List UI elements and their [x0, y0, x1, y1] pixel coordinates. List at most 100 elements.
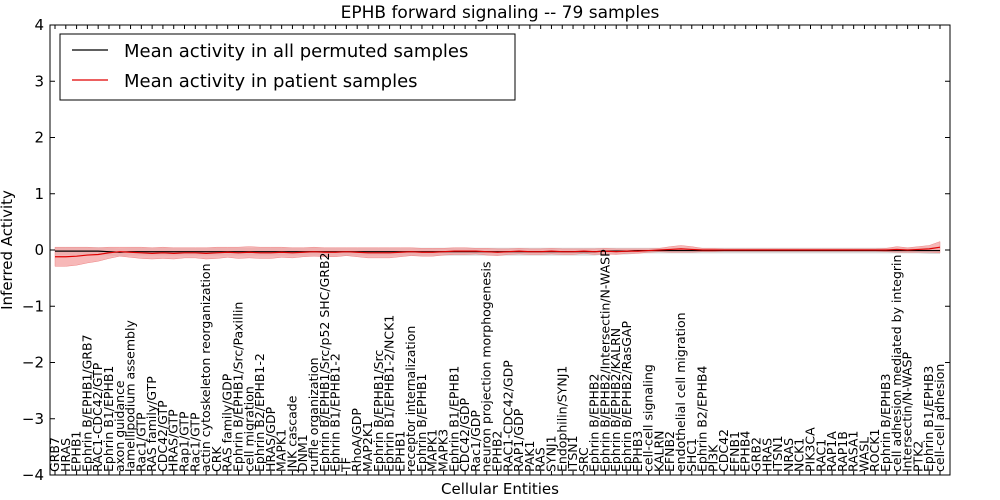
category-label: MAPK1 [425, 429, 440, 472]
category-label: SYNJ1 [543, 435, 558, 472]
category-label: Ephrin B1/EPHB1-2/NCK1 [382, 315, 397, 472]
category-label: EPHB3 [630, 431, 645, 472]
category-label: Ephrin B1/EPHB1 [446, 366, 461, 472]
y-axis-ticks: −4 −3 −2 −1 0 1 2 3 4 [22, 16, 950, 484]
legend-box [59, 33, 516, 101]
chart-title: EPHB forward signaling -- 79 samples [341, 3, 660, 23]
line-series-1 [55, 246, 941, 258]
category-label: Ephrin B/EPHB2/Intersectin/N-WASP [597, 249, 612, 472]
category-label: Rac1/GDP [468, 410, 483, 472]
category-label: CDC42/GDP [457, 397, 472, 472]
category-label: SRC [576, 447, 591, 472]
category-label: RhoA/GDP [349, 408, 364, 472]
category-label: Endophilin/SYNJ1 [554, 366, 569, 472]
category-label: Ephrin B/EPHB1/GRB7 [79, 334, 94, 472]
category-label: EPHB2 [490, 431, 505, 472]
category-label: Ephrin B1/EPHB3 [921, 366, 936, 472]
category-label: EFNB2 [662, 431, 677, 472]
category-label: PAK1 [522, 441, 537, 472]
category-label: CDC42 [716, 429, 731, 472]
category-label: Rap1/GTP [177, 411, 192, 472]
y-axis-label: Inferred Activity [0, 190, 16, 310]
category-label: DNM1 [295, 434, 310, 472]
y-tick-label: −2 [22, 354, 44, 372]
category-label: PIK3CA [802, 427, 817, 472]
category-label: RAP1/GDP [511, 408, 526, 472]
category-label: CRK [209, 446, 224, 472]
category-label: JNK cascade [284, 395, 299, 473]
legend: Mean activity in all permuted samples Me… [59, 33, 516, 101]
category-label: Ephrin B1/EPHB1-2 [328, 353, 343, 472]
category-label: GRB7 [47, 437, 62, 472]
category-label: CDC42/GTP [155, 400, 170, 472]
y-tick-label: −3 [22, 410, 44, 428]
category-label: cell-cell signaling [641, 364, 656, 472]
category-label: Ephrin B1/EPHB1 [101, 366, 116, 472]
category-label: RAC1 [813, 439, 828, 472]
category-label: receptor internalization [403, 326, 418, 472]
y-tick-label: 2 [34, 129, 44, 147]
y-tick-label: 3 [34, 72, 44, 90]
category-label: ROCK1 [867, 429, 882, 472]
category-label: actin cytoskeleton reorganization [198, 263, 213, 472]
category-label: ITSN1 [565, 435, 580, 472]
x-axis-ticks [54, 25, 941, 475]
category-label: Ephrin B/EPHB2/RasGAP [619, 321, 634, 472]
category-label: Ephrin B2/EPHB4 [695, 366, 710, 472]
category-label: PTK2 [910, 441, 925, 472]
category-label: ruffle organization [306, 357, 321, 472]
category-label: ITSN1 [770, 435, 785, 472]
category-label: EPHB1 [69, 431, 84, 472]
category-label: Ephrin B/EPHB2 [587, 374, 602, 472]
category-label: Ephrin B/EPHB3 [878, 374, 893, 472]
category-label: Ephrin B2/EPHB1-2 [252, 353, 267, 472]
category-label: MAP2K1 [360, 421, 375, 472]
category-label: Rac1/GTP [133, 412, 148, 472]
category-label: Ephrin B/EPHB1/Src/Paxillin [230, 302, 245, 472]
category-label: RAS [533, 447, 548, 472]
confidence-bands [54, 241, 941, 267]
y-tick-label: −4 [22, 466, 44, 484]
category-label: cell migration [241, 386, 256, 472]
category-label: TF [338, 457, 353, 473]
category-label: lamellipodium assembly [123, 320, 138, 472]
y-tick-label: −1 [22, 297, 44, 315]
category-label: RAP1B [835, 431, 850, 472]
category-label: EPHB1 [392, 431, 407, 472]
category-label: MAPK3 [436, 429, 451, 472]
category-label: Ephrin B/EPHB1/Src/p52 SHC/GRB2 [317, 253, 332, 473]
category-label: NRAS [781, 438, 796, 472]
category-label: MAPK1 [274, 429, 289, 472]
category-label: RAC1-CDC42/GDP [500, 360, 515, 472]
legend-label-permuted: Mean activity in all permuted samples [124, 41, 468, 62]
category-label: Ephrin B/EPHB1/Src [371, 350, 386, 472]
category-label: Intersectin/N-WASP [900, 352, 915, 472]
category-label: EFNB1 [727, 431, 742, 472]
category-label: HRAS/GDP [263, 406, 278, 472]
plot-frame [49, 24, 951, 476]
category-label: HRAS [58, 438, 73, 472]
category-label: RAS family/GTP [144, 376, 159, 472]
category-label: HRAS [759, 438, 774, 472]
category-label: cell adhesion mediated by integrin [889, 255, 904, 472]
category-label: RAC1-CDC42/GTP [90, 362, 105, 472]
category-label: RAS family/GDP [220, 373, 235, 472]
category-label: KALRN [651, 430, 666, 472]
category-label: PI3K [705, 444, 720, 472]
y-tick-label: 1 [34, 185, 44, 203]
x-axis-label: Cellular Entities [441, 480, 559, 498]
category-label: RAP1A [824, 431, 839, 472]
category-label: endothelial cell migration [673, 312, 688, 472]
y-tick-label: 4 [34, 16, 44, 34]
category-label: axon guidance [112, 380, 127, 472]
category-label: NCK1 [792, 438, 807, 472]
category-label: WASL [856, 437, 871, 472]
category-label: cell-cell adhesion [932, 364, 947, 472]
category-label: Ephrin B/EPHB2/KALRN [608, 328, 623, 472]
category-label: EPHB4 [738, 431, 753, 472]
category-label: SHC1 [684, 438, 699, 472]
category-label: neuron projection morphogenesis [479, 261, 494, 472]
